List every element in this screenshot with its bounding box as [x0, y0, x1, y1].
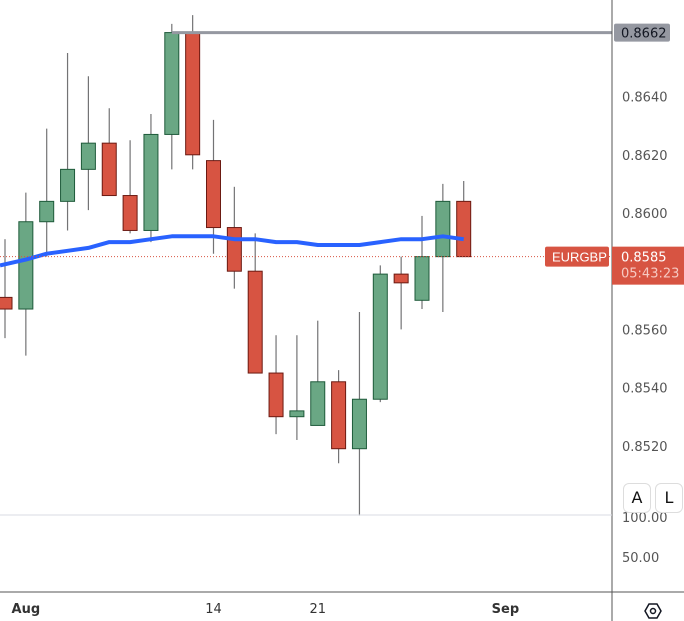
candle-aug-11[interactable]: [185, 15, 201, 170]
candle-body: [80, 142, 96, 170]
candle-body: [0, 296, 13, 310]
candle-body: [18, 221, 34, 310]
candle-aug-25[interactable]: [393, 256, 409, 330]
candle-body: [310, 381, 326, 426]
settings-hexagon-icon[interactable]: [644, 603, 662, 619]
symbol-label: EURGBP: [552, 250, 607, 265]
price-axis[interactable]: 0.8640 0.8620 0.8600 0.8560 0.8540 0.8520: [622, 91, 668, 455]
candle-aug-16[interactable]: [247, 233, 263, 374]
candle-body: [456, 200, 472, 258]
price-tick-label: 0.8640: [622, 91, 668, 106]
candle-body: [185, 32, 201, 156]
candle-aug-9[interactable]: [143, 114, 159, 243]
candle-aug-10[interactable]: [164, 23, 180, 170]
log-scale-button[interactable]: L: [655, 483, 683, 513]
candle-aug-29[interactable]: [435, 183, 451, 312]
candle-aug-2[interactable]: [39, 128, 55, 257]
candle-body: [164, 32, 180, 135]
price-tick-label: 0.8540: [622, 382, 668, 397]
time-tick-label: 14: [205, 602, 222, 617]
candles-layer: [0, 15, 472, 516]
candle-body: [226, 227, 242, 272]
candle-body: [331, 381, 347, 450]
time-tick-label: Sep: [492, 602, 520, 617]
candle-aug-23[interactable]: [351, 311, 367, 516]
candle-body: [122, 195, 138, 231]
candle-body: [351, 398, 367, 450]
bar-countdown: 05:43:23: [621, 267, 679, 282]
time-axis[interactable]: Aug 14 21 Sep: [12, 602, 520, 617]
candle-body: [414, 256, 430, 301]
lower-pane-tick: 100.00: [622, 511, 668, 526]
candle-aug-17[interactable]: [268, 335, 284, 435]
hline-price-text: 0.8662: [621, 27, 667, 42]
candle-body: [289, 410, 305, 418]
candle-body: [206, 160, 221, 229]
last-price-value: 0.8585: [621, 251, 667, 266]
price-tick-label: 0.8600: [622, 207, 668, 222]
price-tick-label: 0.8520: [622, 440, 668, 455]
candle-jul-31[interactable]: [0, 239, 13, 339]
lower-pane-tick: 50.00: [622, 551, 659, 566]
price-tick-label: 0.8560: [622, 323, 668, 338]
candle-aug-4[interactable]: [80, 76, 96, 211]
candle-aug-21[interactable]: [310, 320, 326, 426]
candle-body: [101, 142, 117, 197]
candle-aug-14[interactable]: [206, 119, 221, 254]
time-tick-label: Aug: [12, 602, 41, 617]
candle-aug-1[interactable]: [18, 192, 34, 356]
candle-aug-22[interactable]: [331, 370, 347, 464]
hline-price-label: 0.8662: [614, 23, 670, 42]
candle-aug-8[interactable]: [122, 140, 138, 234]
candle-aug-30[interactable]: [456, 180, 472, 258]
candle-body: [435, 200, 451, 258]
moving-average-line: [0, 234, 464, 268]
candle-body: [247, 270, 263, 374]
last-price-label: EURGBP 0.8585 05:43:23: [545, 246, 684, 285]
candle-body: [143, 133, 159, 231]
candle-aug-7[interactable]: [101, 108, 117, 197]
candle-body: [60, 168, 76, 202]
candle-body: [393, 273, 409, 284]
candle-body: [39, 200, 55, 223]
time-tick-label: 21: [309, 602, 326, 617]
candle-aug-18[interactable]: [289, 335, 305, 440]
candle-aug-3[interactable]: [60, 52, 76, 231]
candle-aug-28[interactable]: [414, 215, 430, 310]
price-tick-label: 0.8620: [622, 149, 668, 164]
auto-scale-button[interactable]: A: [623, 483, 651, 513]
candle-body: [372, 273, 388, 400]
candle-body: [268, 372, 284, 418]
candle-aug-24[interactable]: [372, 265, 388, 403]
